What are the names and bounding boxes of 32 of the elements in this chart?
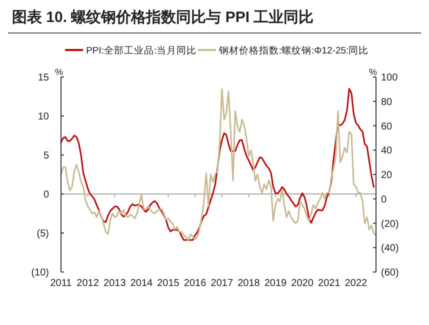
y-tick-label: 0 <box>43 190 50 200</box>
x-tick-label: 2017 <box>210 278 234 289</box>
y2-tick-label: 0 <box>381 194 387 206</box>
x-tick-label: 2013 <box>104 278 126 289</box>
x-tick-label: 2014 <box>130 278 154 289</box>
y2-tick-label: 100 <box>381 72 398 84</box>
y-tick-label: (5) <box>36 228 49 240</box>
y2-tick-label: 20 <box>381 170 393 181</box>
chart-title: 图表 10. 螺纹钢价格指数同比与 PPI 工业同比 <box>12 9 314 26</box>
x-tick-label: 2020 <box>291 278 314 289</box>
y2-tick-label: (40) <box>381 243 399 254</box>
x-tick-label: 2016 <box>184 278 207 289</box>
x-tick-label: 2012 <box>76 278 100 289</box>
y2-tick-label: (20) <box>381 218 399 230</box>
x-tick-label: 2011 <box>50 278 72 289</box>
x-tick-label: 2021 <box>318 278 341 289</box>
x-tick-label: 2019 <box>264 278 288 289</box>
y-tick-label: 15 <box>38 72 50 84</box>
y-tick-label: 5 <box>43 150 50 162</box>
y2-axis-title: % <box>369 67 378 77</box>
y-axis-title: % <box>55 67 64 77</box>
x-tick-label: 2018 <box>238 278 260 289</box>
legend-label: PPI:全部工业品:当月同比 <box>86 44 197 56</box>
x-tick-label: 2015 <box>157 278 180 289</box>
legend-label: 钢材价格指数:螺纹钢:Φ12-25:同比 <box>218 44 369 56</box>
y2-tick-label: 80 <box>381 96 393 108</box>
x-tick-label: 2022 <box>344 278 368 289</box>
y2-tick-label: 60 <box>381 121 393 132</box>
y-tick-label: 10 <box>38 112 50 122</box>
y2-tick-label: 40 <box>381 146 393 157</box>
y-tick-label: (10) <box>31 268 49 278</box>
y2-tick-label: (60) <box>381 268 399 278</box>
